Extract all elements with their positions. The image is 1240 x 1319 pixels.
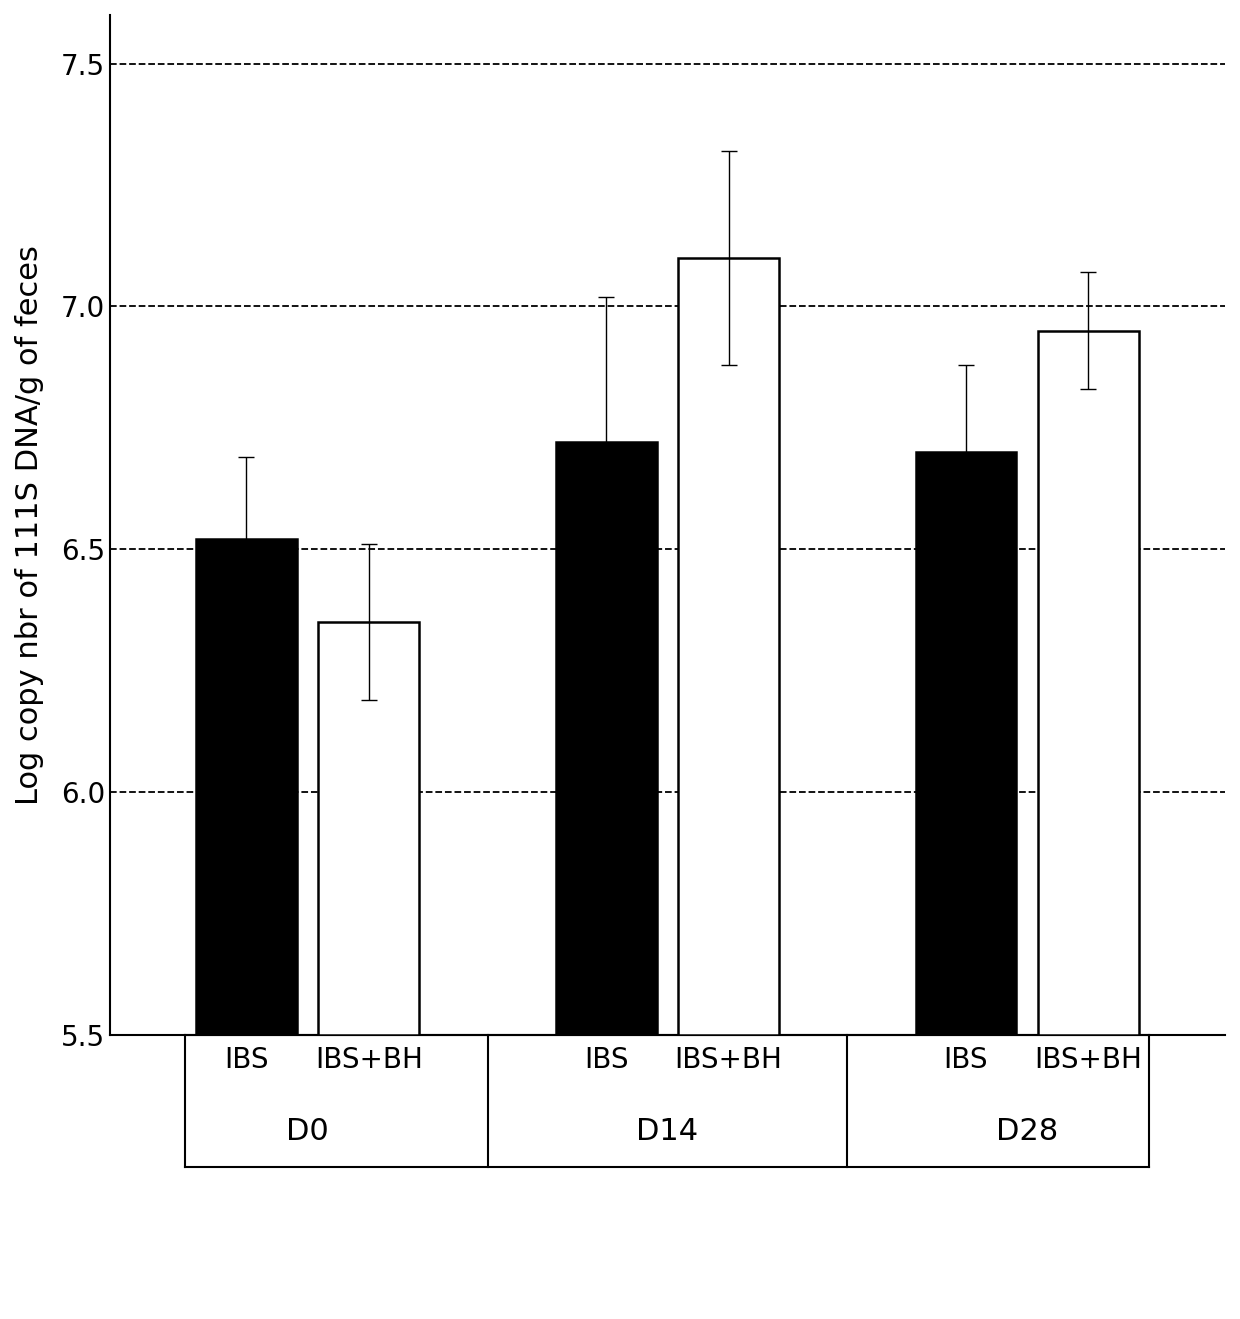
Bar bbox=[319, 623, 419, 1034]
Bar bbox=[556, 442, 657, 1034]
Bar bbox=[196, 539, 296, 1034]
Text: D0: D0 bbox=[286, 1117, 329, 1146]
Text: D28: D28 bbox=[996, 1117, 1058, 1146]
Y-axis label: Log copy nbr of 111S DNA/g of feces: Log copy nbr of 111S DNA/g of feces bbox=[15, 245, 43, 805]
Bar bbox=[1038, 331, 1138, 1034]
Bar bbox=[678, 257, 779, 1034]
Text: D14: D14 bbox=[636, 1117, 698, 1146]
Bar bbox=[915, 452, 1017, 1034]
